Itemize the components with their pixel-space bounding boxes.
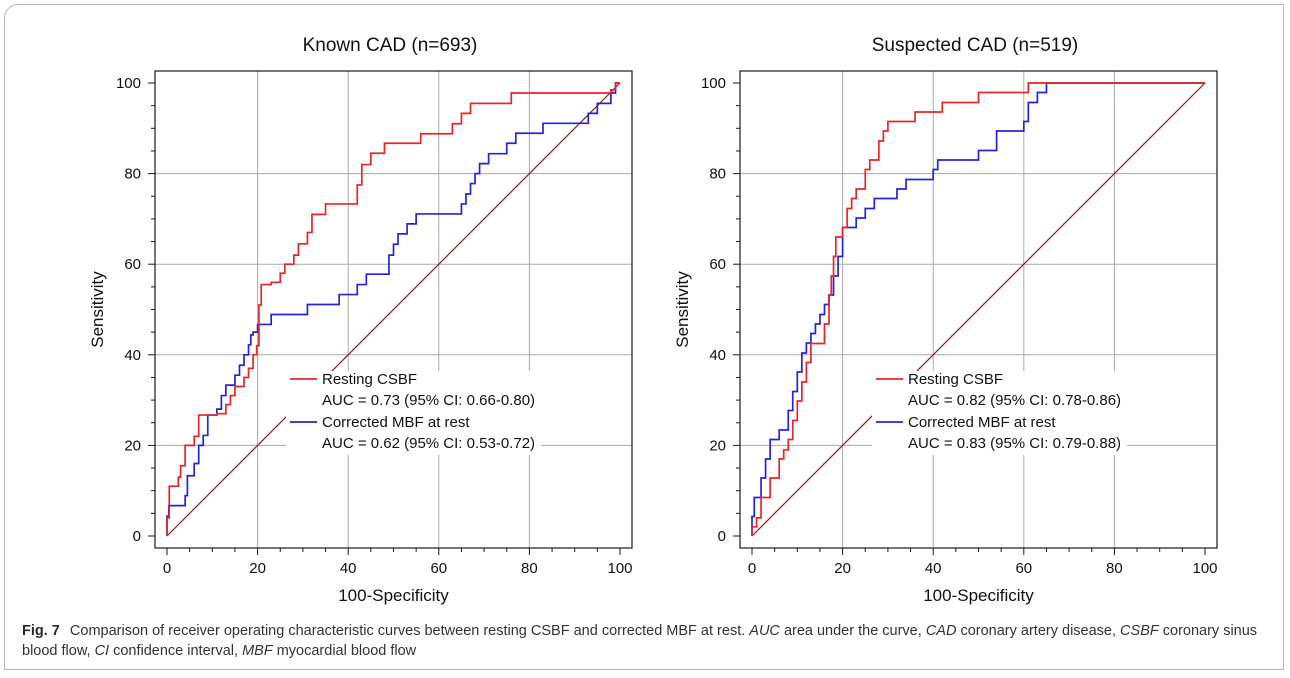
- x-tick-label: 80: [1106, 560, 1123, 577]
- y-tick-label: 40: [709, 347, 726, 364]
- figure-caption: Fig. 7 Comparison of receiver operating …: [22, 621, 1272, 661]
- y-tick-label: 100: [116, 75, 141, 92]
- x-axis-label: 100-Specificity: [338, 586, 449, 605]
- legend-label: Corrected MBF at rest: [908, 414, 1056, 431]
- caption-text: Comparison of receiver operating charact…: [69, 623, 746, 639]
- caption-abbreviation: AUC area under the curve,: [749, 623, 922, 639]
- y-tick-label: 0: [133, 528, 141, 545]
- x-tick-label: 20: [834, 560, 851, 577]
- caption-abbreviation: CSBF coronary sinus blood flow,: [22, 623, 1258, 659]
- legend-background: [286, 371, 542, 455]
- y-tick-label: 100: [701, 75, 726, 92]
- x-tick-label: 60: [430, 560, 447, 577]
- legend-background: [872, 371, 1128, 455]
- caption-abbreviation: CAD coronary artery disease,: [925, 623, 1117, 639]
- legend-auc-annotation: AUC = 0.82 (95% CI: 0.78-0.86): [908, 392, 1121, 409]
- panel-known-cad: 0 20 40 60 80 100 0 20 40 60 80 100 Known CAD (n=693…: [88, 35, 633, 605]
- abbreviation-term: CI: [94, 643, 110, 659]
- y-tick-label: 60: [124, 256, 141, 273]
- abbreviation-definition: coronary artery disease: [960, 623, 1112, 639]
- reference-diagonal-line: [751, 82, 1206, 537]
- abbreviation-term: CSBF: [1120, 623, 1159, 639]
- x-axis-label: 100-Specificity: [923, 586, 1034, 605]
- y-tick-label: 60: [709, 256, 726, 273]
- x-tick-label: 100: [607, 560, 632, 577]
- legend-auc-annotation: AUC = 0.83 (95% CI: 0.79-0.88): [908, 435, 1121, 452]
- figure-label: Fig. 7: [22, 623, 60, 639]
- caption-abbreviation: CI confidence interval,: [94, 643, 239, 659]
- roc-curve-resting-csbf: [751, 82, 1205, 536]
- figure-frame: [4, 4, 1284, 670]
- y-tick-label: 80: [124, 166, 141, 183]
- caption-abbreviation: MBF myocardial blood flow: [238, 643, 416, 659]
- abbreviation-definition: myocardial blood flow: [276, 643, 417, 659]
- y-tick-label: 0: [718, 528, 726, 545]
- roc-figure: 0 20 40 60 80 100 0 20 40 60 80 100 Known CAD (n=693…: [88, 35, 1218, 605]
- legend-auc-annotation: AUC = 0.62 (95% CI: 0.53-0.72): [322, 435, 535, 452]
- legend-label: Corrected MBF at rest: [322, 414, 470, 431]
- legend-auc-annotation: AUC = 0.73 (95% CI: 0.66-0.80): [322, 392, 535, 409]
- y-tick-label: 40: [124, 347, 141, 364]
- y-tick-label: 80: [709, 166, 726, 183]
- abbreviation-term: CAD: [925, 623, 957, 639]
- x-tick-label: 40: [340, 560, 357, 577]
- panel-suspected-cad: 0 20 40 60 80 100 0 20 40 60 80 100 Suspected CAD (n…: [673, 35, 1218, 605]
- y-tick-label: 20: [709, 437, 726, 454]
- abbreviation-definition: confidence interval: [113, 643, 235, 659]
- abbreviation-term: MBF: [242, 643, 273, 659]
- roc-curve-resting-csbf: [166, 82, 620, 536]
- legend-label: Resting CSBF: [322, 371, 417, 388]
- caption-abbreviations: AUC area under the curve, CAD coronary a…: [22, 623, 1257, 659]
- y-tick-label: 20: [124, 437, 141, 454]
- x-tick-label: 20: [249, 560, 266, 577]
- x-tick-label: 100: [1192, 560, 1217, 577]
- roc-curve-corrected-mbf: [751, 82, 1205, 536]
- x-tick-label: 0: [748, 560, 756, 577]
- chart-title: Known CAD (n=693): [303, 35, 478, 56]
- x-tick-label: 40: [925, 560, 942, 577]
- x-tick-label: 60: [1015, 560, 1032, 577]
- y-axis-label: Sensitivity: [88, 271, 107, 348]
- x-tick-label: 0: [163, 560, 171, 577]
- roc-curve-corrected-mbf: [166, 82, 620, 536]
- abbreviation-definition: coronary sinus blood flow: [22, 623, 1258, 659]
- abbreviation-term: AUC: [749, 623, 780, 639]
- y-axis-label: Sensitivity: [673, 271, 692, 348]
- x-tick-label: 80: [521, 560, 538, 577]
- reference-diagonal-line: [166, 82, 621, 537]
- chart-title: Suspected CAD (n=519): [872, 35, 1078, 56]
- abbreviation-definition: area under the curve: [783, 623, 918, 639]
- legend-label: Resting CSBF: [908, 371, 1003, 388]
